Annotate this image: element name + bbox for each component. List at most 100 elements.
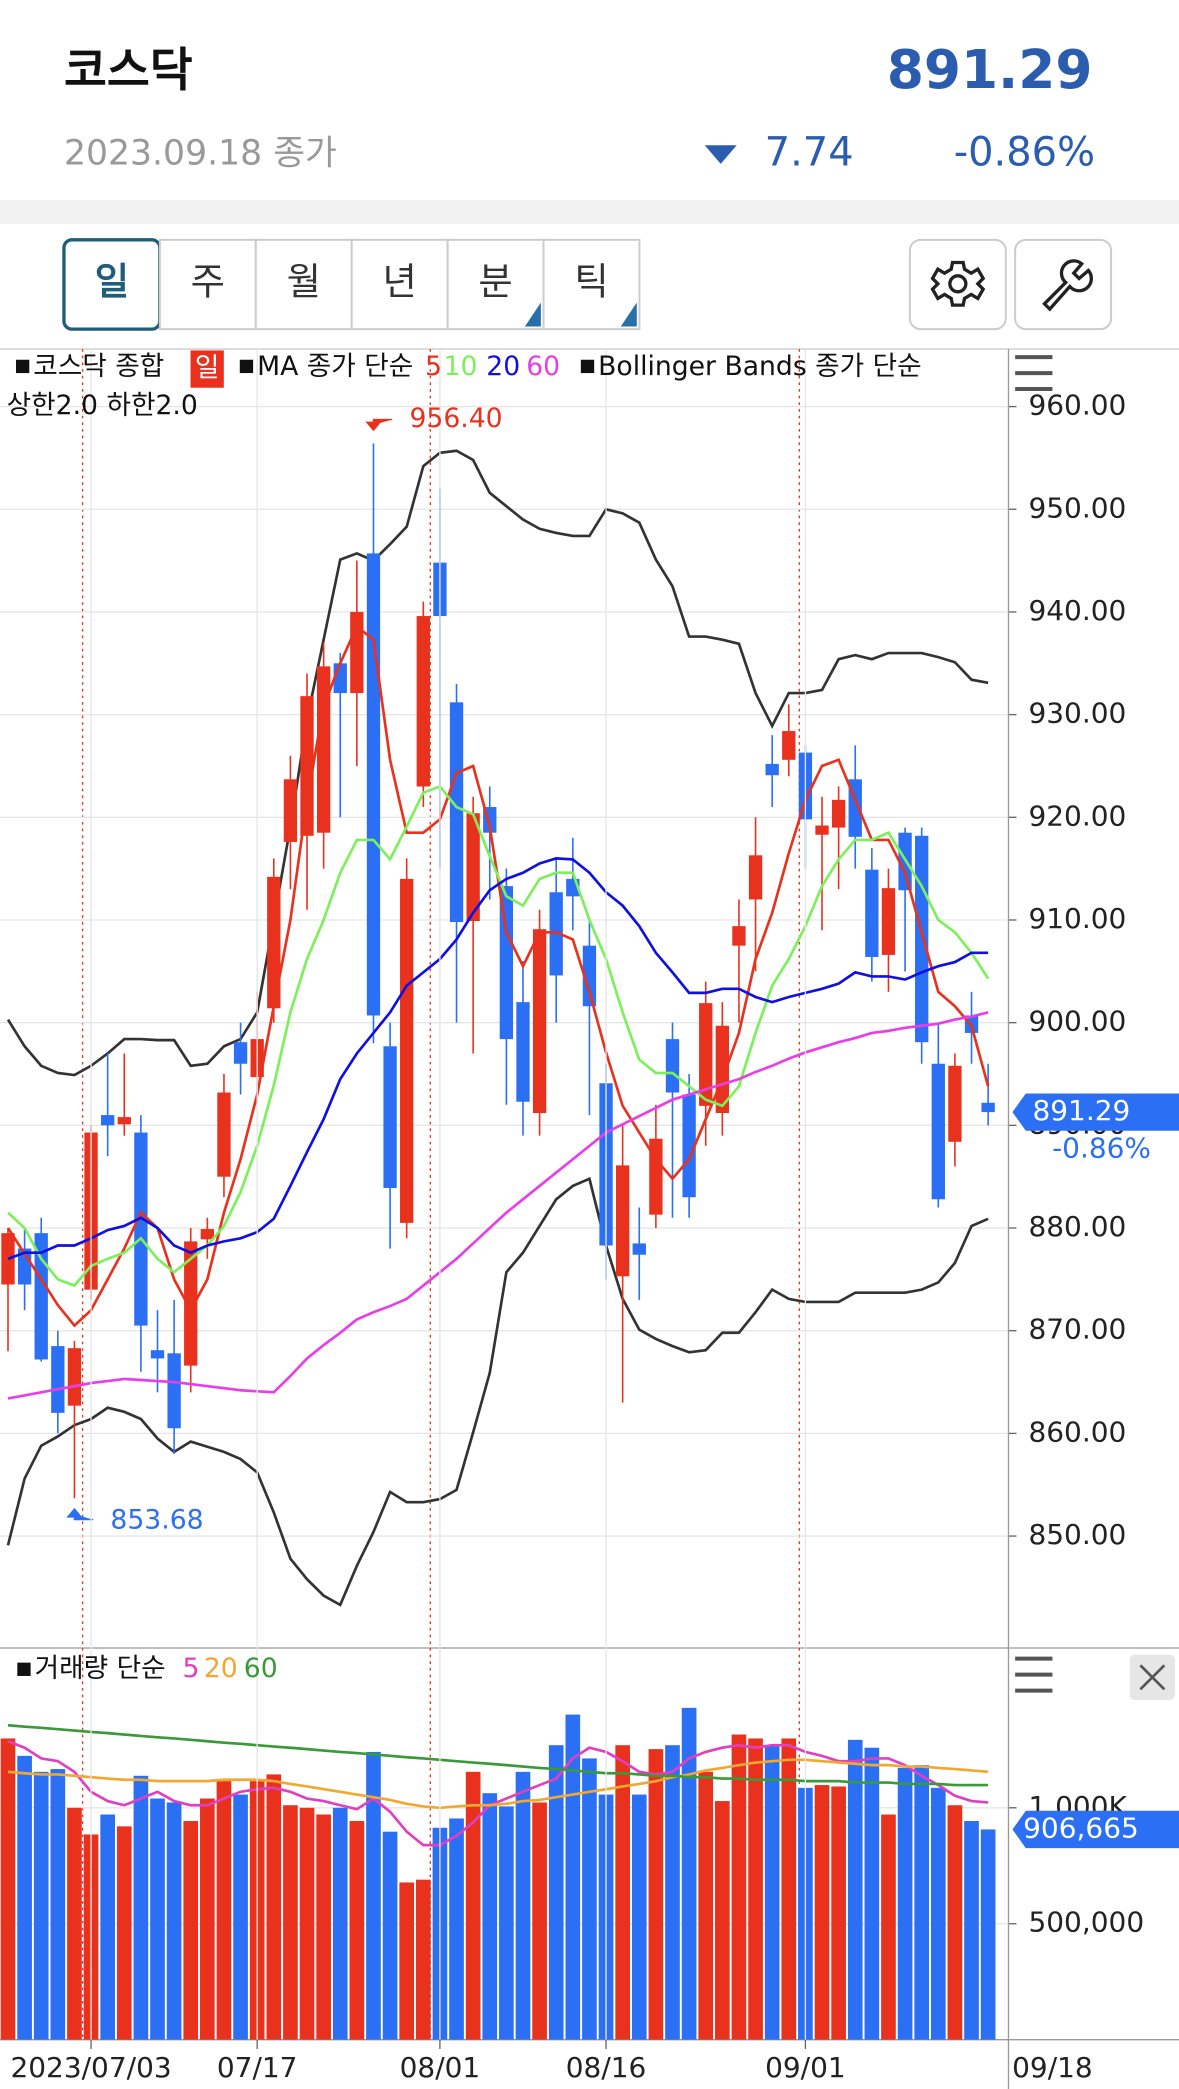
x-tick-label: 08/01 bbox=[400, 2051, 481, 2084]
tab-label: 틱 bbox=[574, 259, 608, 303]
legend-ma: MA 종가 단순 bbox=[257, 351, 413, 382]
volume-bar bbox=[631, 1794, 647, 2040]
gear-icon bbox=[930, 260, 986, 307]
candle-body bbox=[449, 702, 464, 923]
volume-bar bbox=[482, 1793, 498, 2040]
volume-bar bbox=[964, 1821, 979, 2040]
legend-bb-params: 상한2.0 하한2.0 bbox=[7, 390, 198, 421]
x-tick-label: 07/17 bbox=[217, 2051, 298, 2084]
tab-label: 월 bbox=[287, 259, 321, 303]
y-tick-label: 900.00 bbox=[1028, 1005, 1126, 1038]
volume-bar bbox=[465, 1771, 481, 2040]
candle-body bbox=[582, 945, 597, 1007]
candle-body bbox=[649, 1138, 663, 1215]
legend-square bbox=[580, 359, 595, 374]
y-tick-label: 960.00 bbox=[1028, 389, 1126, 422]
volume-bar bbox=[332, 1807, 348, 2040]
last-date: 09/18 bbox=[1012, 2051, 1093, 2084]
price-tag bbox=[1012, 1093, 1179, 1131]
volume-bar bbox=[831, 1786, 846, 2040]
volume-bar bbox=[67, 1807, 82, 2040]
close-icon bbox=[1139, 1664, 1166, 1691]
volume-bar bbox=[299, 1807, 315, 2040]
legend-main: 코스닥 종합 bbox=[33, 351, 164, 382]
volume-tag bbox=[1012, 1810, 1179, 1849]
tab-button[interactable] bbox=[350, 238, 449, 331]
legend-entry: 5 bbox=[425, 351, 442, 382]
legend-square bbox=[239, 359, 254, 374]
legend-entry: 20 bbox=[486, 351, 520, 382]
tab-label: 분 bbox=[478, 259, 512, 303]
down-arrow bbox=[704, 145, 737, 164]
volume-average bbox=[7, 1723, 989, 1787]
y-tick-label: 870.00 bbox=[1028, 1313, 1126, 1346]
candle-body bbox=[615, 1165, 630, 1277]
bollinger-band bbox=[6, 1176, 989, 1607]
candle-body bbox=[350, 611, 364, 694]
candle-body bbox=[981, 1102, 995, 1113]
volume-bar bbox=[17, 1755, 32, 2040]
volume-bar bbox=[864, 1747, 880, 2040]
volume-bar bbox=[582, 1758, 597, 2040]
volume-bar bbox=[415, 1879, 431, 2040]
menu-icon[interactable] bbox=[1015, 355, 1053, 392]
volume-bar bbox=[881, 1814, 896, 2040]
volume-bar bbox=[166, 1802, 182, 2040]
volume-bar bbox=[349, 1821, 365, 2040]
candle-body bbox=[782, 731, 796, 760]
y-tick-label: 950.00 bbox=[1028, 491, 1126, 524]
high-label: 956.40 bbox=[409, 403, 502, 434]
legend-square bbox=[17, 1662, 31, 1676]
low-label: 853.68 bbox=[110, 1504, 203, 1535]
volume-bar bbox=[930, 1787, 946, 2040]
plot-area bbox=[0, 349, 1009, 2049]
candle-body bbox=[915, 835, 929, 1043]
tab-label: 일 bbox=[95, 259, 129, 303]
settings-button[interactable] bbox=[908, 238, 1007, 331]
candle-body bbox=[67, 1348, 82, 1406]
candle-body bbox=[117, 1117, 131, 1125]
volume-bar bbox=[133, 1775, 149, 2040]
volume-bar bbox=[100, 1814, 115, 2040]
x-tick-label: 08/16 bbox=[566, 2051, 647, 2084]
volume-bar bbox=[665, 1745, 680, 2040]
tab-button[interactable] bbox=[158, 238, 257, 331]
volume-bar bbox=[814, 1785, 830, 2040]
menu-icon[interactable] bbox=[1015, 1656, 1053, 1693]
candle-body bbox=[134, 1132, 148, 1326]
tab-button[interactable] bbox=[446, 238, 545, 331]
volume-bar bbox=[681, 1707, 697, 2040]
candle-body bbox=[931, 1063, 945, 1200]
tab-button[interactable] bbox=[254, 238, 353, 331]
volume-bar bbox=[266, 1774, 282, 2040]
index-name: 코스닥 bbox=[64, 43, 193, 97]
wrench-icon bbox=[1042, 259, 1094, 312]
tab-button[interactable] bbox=[542, 238, 641, 331]
candle-body bbox=[217, 1092, 231, 1177]
candle-body bbox=[699, 1003, 713, 1106]
legend-volume: 거래량 단순 bbox=[35, 1653, 166, 1684]
price-tag-change: -0.86% bbox=[1052, 1131, 1151, 1164]
candle-body bbox=[267, 876, 281, 1009]
volume-bar bbox=[449, 1818, 464, 2040]
candle-body bbox=[715, 1025, 729, 1114]
candle-body bbox=[150, 1350, 165, 1359]
candle-body bbox=[383, 1046, 397, 1188]
close-date: 2023.09.18 종가 bbox=[64, 134, 337, 174]
volume-bar bbox=[382, 1831, 398, 2040]
volume-bar bbox=[715, 1801, 730, 2040]
volume-tag-label: 906,665 bbox=[1023, 1811, 1139, 1844]
legend-entry: 10 bbox=[444, 351, 478, 382]
high-marker bbox=[365, 418, 393, 432]
candle-body bbox=[416, 616, 430, 787]
volume-bar bbox=[548, 1745, 564, 2040]
y-tick-label: 850.00 bbox=[1028, 1518, 1126, 1551]
candle-body bbox=[632, 1243, 646, 1255]
volume-bar bbox=[897, 1767, 913, 2040]
volume-bar bbox=[615, 1745, 630, 2040]
candle-body bbox=[665, 1039, 680, 1093]
candle-body bbox=[732, 926, 746, 946]
candle-body bbox=[499, 886, 514, 1040]
legend-entry: 60 bbox=[244, 1653, 278, 1684]
